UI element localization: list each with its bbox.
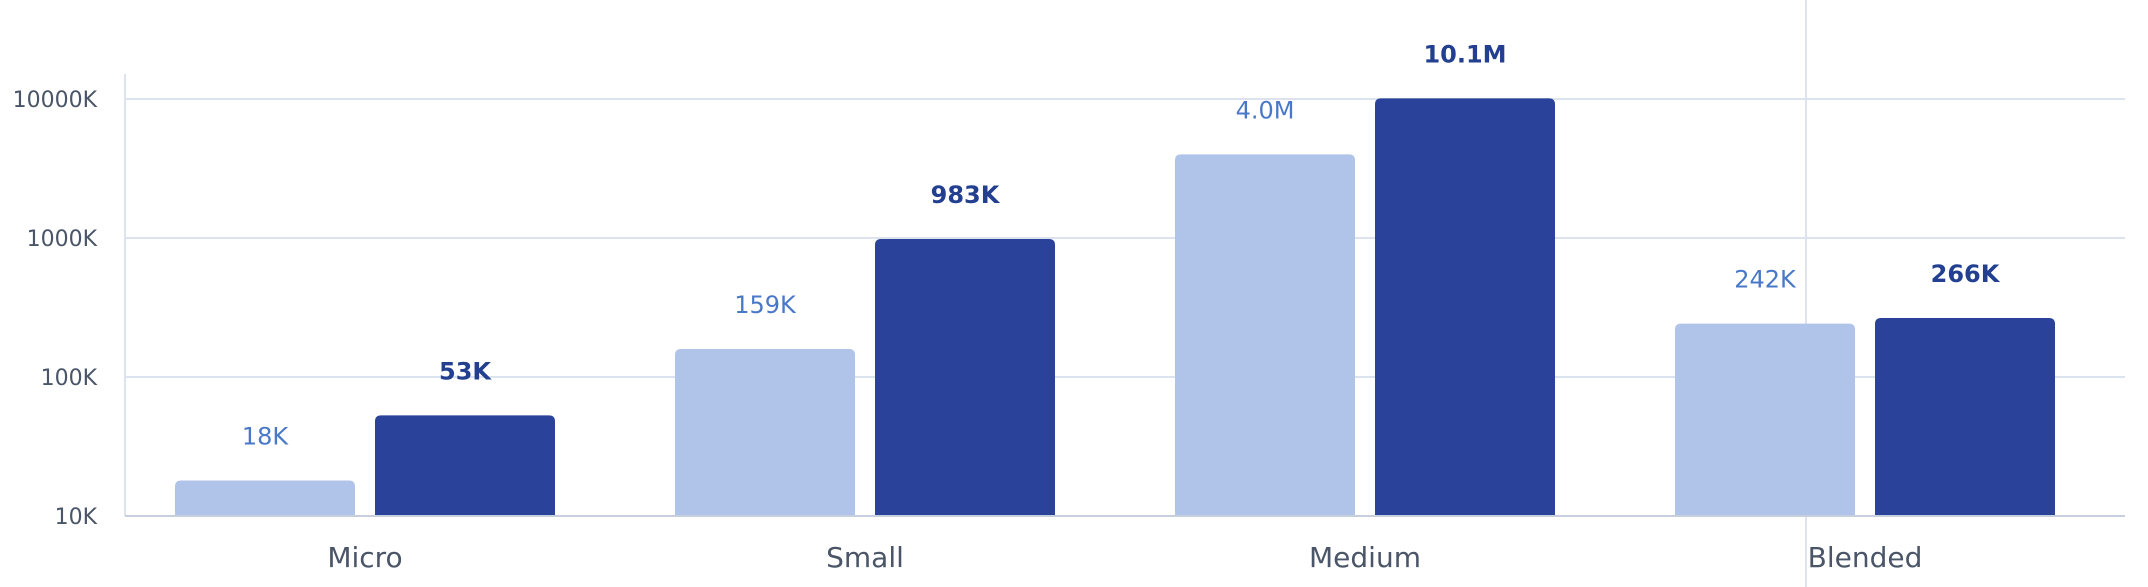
x-tick-label: Blended [1808,541,1923,574]
bar [675,349,855,516]
value-labels: 18K 53K 159K 983K 4.0M 10.1M 242K 266K [242,40,2001,450]
bar [875,239,1055,516]
bar [1375,98,1555,517]
bar [1675,323,1855,516]
data-label: 18K [242,423,290,451]
data-label: 10.1M [1423,40,1506,68]
bars [175,98,2055,517]
data-label: 983K [931,181,1001,209]
y-tick-label: 10K [55,505,98,530]
x-axis: Micro Small Medium Blended [125,515,2125,574]
y-tick-label: 100K [41,366,98,391]
bar [1875,317,2055,516]
bar [175,480,355,516]
y-tick-label: 1000K [27,227,98,252]
data-label: 159K [734,291,797,319]
data-label: 242K [1734,266,1797,294]
x-tick-label: Micro [327,541,402,574]
x-tick-label: Small [826,541,904,574]
data-label: 266K [1931,260,2001,288]
y-tick-label: 10000K [13,88,98,113]
y-axis: 10K 100K 1000K 10000K [13,74,126,530]
data-label: 4.0M [1236,96,1295,124]
x-tick-label: Medium [1309,541,1421,574]
bar [1175,154,1355,516]
data-label: 53K [439,357,492,385]
bar [375,415,555,516]
